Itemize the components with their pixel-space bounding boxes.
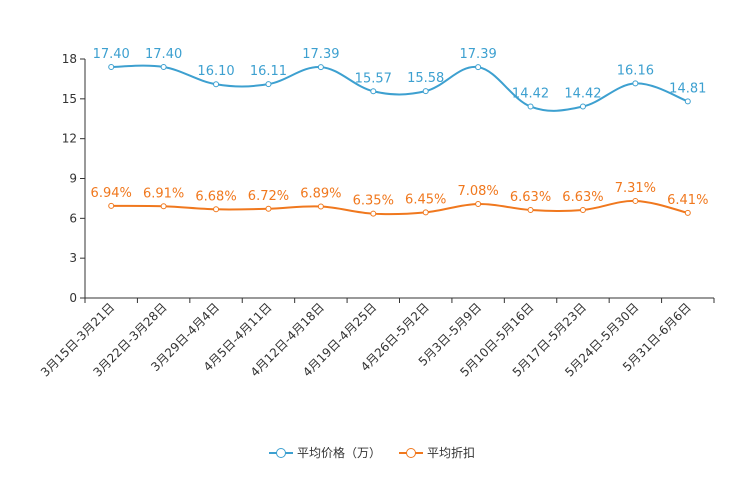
y-tick-label: 3 [69,251,77,265]
data-point [422,88,429,95]
data-point [370,88,377,95]
data-point [632,197,639,204]
data-label: 6.91% [143,186,184,201]
data-point [317,64,324,71]
data-label: 14.81 [669,81,706,96]
legend-item-price[interactable]: 平均价格（万） [268,444,381,461]
data-label: 15.57 [355,71,392,86]
data-point [579,103,586,110]
legend-price-line-icon [268,446,293,460]
data-label: 6.41% [667,193,708,208]
data-label: 6.63% [562,190,603,205]
data-label: 17.40 [93,47,130,62]
data-label: 7.31% [615,181,656,196]
data-label: 14.42 [512,87,549,102]
data-point [527,103,534,110]
legend-item-discount[interactable]: 平均折扣 [399,444,475,461]
data-point [265,205,272,212]
data-label: 14.42 [564,87,601,102]
series-line-1 [111,199,689,216]
data-label: 6.68% [195,189,236,204]
legend-discount-label: 平均折扣 [427,446,476,460]
data-label: 16.10 [197,64,234,79]
y-tick-label: 6 [69,211,77,225]
data-point [475,64,482,71]
data-label: 6.72% [248,189,289,204]
data-label: 16.16 [617,63,654,78]
data-label: 6.35% [353,194,394,209]
y-tick-label: 0 [69,291,77,305]
y-tick-label: 12 [62,132,77,146]
data-point [475,200,482,207]
data-point [108,202,115,209]
data-label: 6.63% [510,190,551,205]
y-tick-label: 15 [62,92,77,106]
data-point [579,206,586,213]
data-label: 17.39 [460,47,497,62]
data-point [684,98,691,105]
data-point [108,63,115,70]
legend-price-label: 平均价格（万） [296,446,381,460]
data-point [422,209,429,216]
data-point [213,206,220,213]
data-label: 16.11 [250,64,287,79]
data-point [160,203,167,210]
legend: 平均价格（万） 平均折扣 [0,444,744,461]
data-point [265,81,272,88]
data-point [684,209,691,216]
data-label: 15.58 [407,71,444,86]
data-point [213,81,220,88]
legend-discount-line-icon [399,446,423,460]
data-point [370,210,377,217]
data-label: 6.89% [300,187,341,202]
y-tick-label: 18 [62,52,77,66]
y-tick-label: 9 [69,172,77,186]
data-point [317,203,324,210]
data-label: 17.40 [145,47,182,62]
data-label: 6.45% [405,192,446,207]
data-label: 17.39 [302,47,339,62]
data-label: 6.94% [91,186,132,201]
data-point [527,206,534,213]
data-point [160,63,167,70]
data-point [632,80,639,87]
data-label: 7.08% [457,184,498,199]
